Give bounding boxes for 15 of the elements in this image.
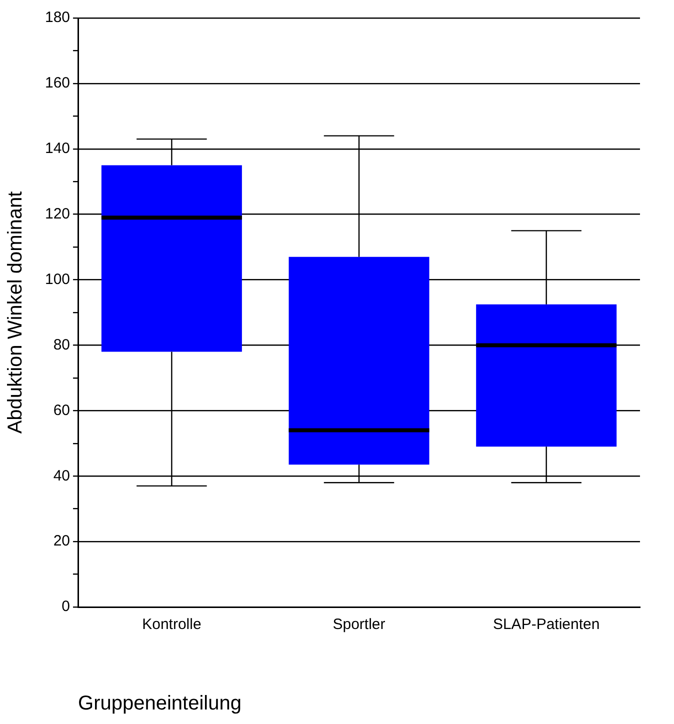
- y-tick-label: 160: [44, 74, 70, 92]
- y-tick-label: 0: [62, 598, 70, 616]
- x-tick-label: Sportler: [332, 616, 386, 634]
- y-tick-label: 20: [53, 532, 70, 550]
- y-tick-label: 180: [44, 9, 70, 26]
- x-tick-label: SLAP-Patienten: [492, 616, 600, 634]
- y-tick-label: 120: [44, 205, 70, 222]
- y-tick-label: 140: [44, 140, 70, 158]
- y-axis-title: Abduktion Winkel dominant: [4, 190, 27, 434]
- x-axis-title: Gruppeneinteilung: [78, 692, 242, 715]
- y-tick-label: 80: [53, 336, 70, 354]
- y-tick-label: 40: [53, 467, 70, 484]
- x-tick-label: Kontrolle: [142, 616, 202, 634]
- y-tick-label: 100: [44, 270, 70, 288]
- y-tick-label: 60: [53, 402, 70, 419]
